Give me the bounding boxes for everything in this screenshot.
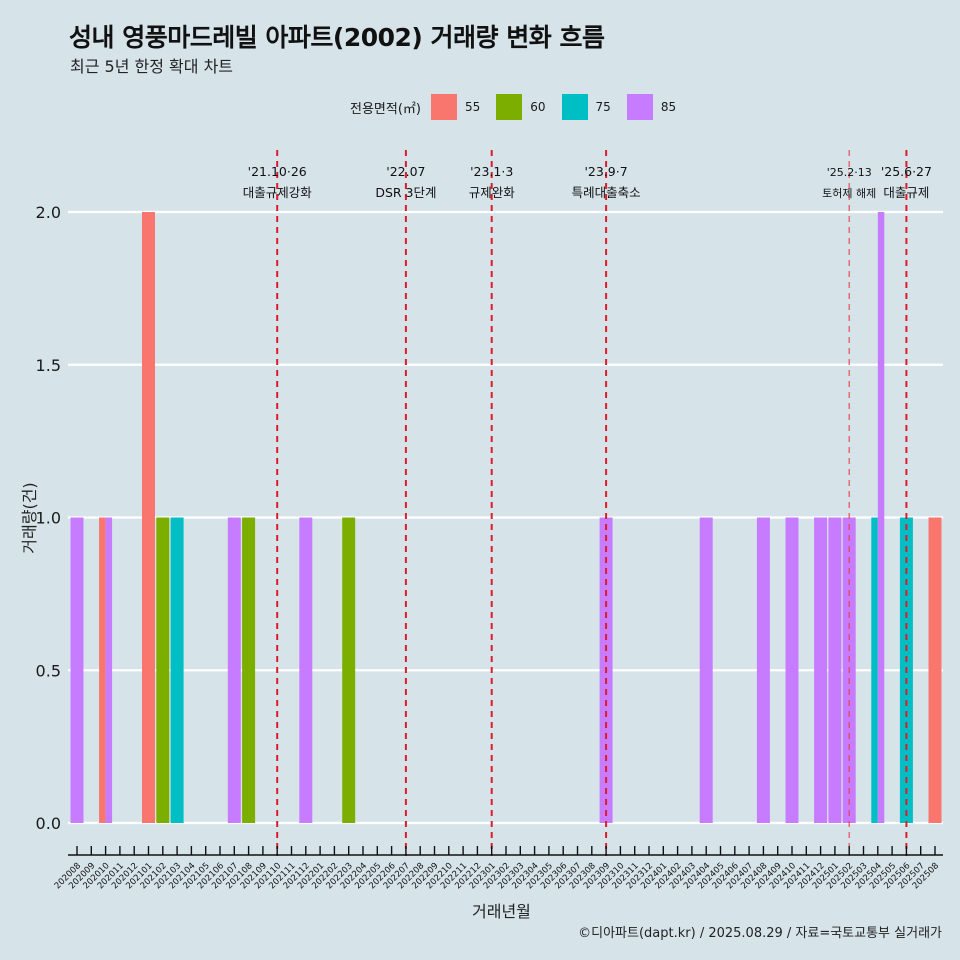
y-axis-labels: 0.0 0.5 1.0 1.5 2.0 [36, 203, 61, 833]
event-label: DSR 3단계 [375, 185, 436, 200]
bar-202108-60 [242, 517, 256, 823]
y-tick-label: 1.5 [36, 356, 61, 375]
legend-label-55: 55 [464, 100, 481, 114]
y-tick-label: 2.0 [36, 203, 61, 222]
x-axis-title: 거래년월 [472, 902, 531, 921]
legend-swatch-75 [561, 94, 588, 120]
bar-202412-85 [814, 517, 828, 823]
bar-202010-85 [105, 517, 113, 823]
bar-202103-75 [170, 517, 184, 823]
bar-202112-85 [299, 517, 313, 823]
source-caption: ©디아파트(dapt.kr) / 2025.08.29 / 자료=국토교통부 실… [578, 926, 942, 941]
event-label: 특례대출축소 [572, 185, 641, 200]
event-label: 대출규제 [883, 185, 929, 200]
bar-202504-75 [871, 517, 878, 823]
y-axis-title: 거래량(건) [20, 482, 39, 554]
event-date-label: '23.9·7 [584, 164, 627, 179]
y-tick-label: 0.5 [36, 661, 61, 680]
chart-subtitle: 최근 5년 한정 확대 차트 [70, 57, 234, 76]
legend-title: 전용면적(㎡) [350, 101, 421, 117]
chart-title: 성내 영풍마드레빌 아파트(2002) 거래량 변화 흐름 [69, 23, 605, 52]
bar-202404-85 [699, 517, 713, 823]
event-date-label: '25.6·27 [881, 164, 932, 179]
y-tick-label: 1.0 [36, 509, 61, 528]
event-label: 규제완화 [469, 185, 516, 200]
bar-202102-60 [156, 517, 170, 823]
bar-202501-85 [828, 517, 842, 823]
legend-label-85: 85 [660, 100, 677, 114]
bars [70, 212, 942, 823]
legend-swatch-55 [430, 94, 457, 120]
legend: 전용면적(㎡) 55 60 75 85 [350, 93, 692, 121]
x-axis: 2020082020092020102020112020122021012021… [53, 846, 943, 891]
bar-202203-60 [342, 517, 356, 823]
event-annotations: '21.10·26 대출규제강화 '22.07 DSR 3단계 '23.1·3 규제완화 '… [243, 164, 932, 200]
event-label: 토허제 해제 [822, 186, 876, 200]
bar-202008-85 [70, 517, 84, 823]
grid-lines [68, 210, 943, 825]
legend-label-75: 75 [595, 100, 611, 114]
bar-202408-85 [756, 517, 770, 823]
bar-202101-55 [142, 212, 155, 823]
event-date-label: '22.07 [386, 164, 425, 179]
bar-202504-85 [877, 212, 885, 823]
bar-202410-85 [785, 517, 799, 823]
event-lines [276, 150, 908, 856]
event-date-label: '25.2·13 [827, 166, 872, 179]
bar-202107-85 [227, 517, 241, 823]
legend-swatch-85 [626, 94, 653, 120]
event-label: 대출규제강화 [243, 185, 313, 200]
bar-202508-55 [928, 517, 942, 823]
y-tick-label: 0.0 [36, 814, 61, 833]
event-date-label: '21.10·26 [248, 164, 307, 179]
legend-label-60: 60 [530, 100, 546, 114]
event-date-label: '23.1·3 [470, 164, 513, 179]
legend-swatch-60 [496, 94, 523, 120]
bar-202010-55 [99, 517, 106, 823]
